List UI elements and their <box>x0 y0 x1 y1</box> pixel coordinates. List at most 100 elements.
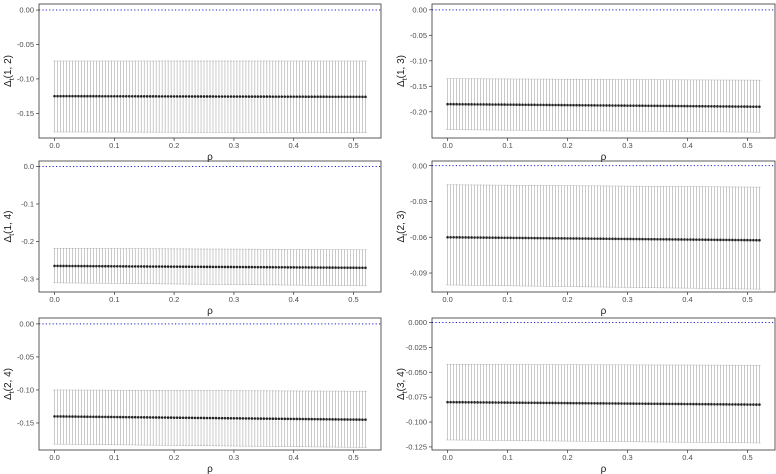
estimate-point <box>560 401 563 405</box>
estimate-point <box>515 236 518 240</box>
estimate-point <box>244 95 248 98</box>
estimate-point <box>602 104 605 107</box>
estimate-point <box>62 264 65 268</box>
estimate-point <box>572 103 575 107</box>
estimate-point <box>668 238 671 241</box>
estimate-point <box>581 401 584 405</box>
estimate-point <box>479 103 482 106</box>
y-axis-title-subscript: t <box>9 78 16 80</box>
estimate-point <box>710 402 713 406</box>
chart-panel: 0.0 0.1 0.2 0.3 0.4 0.5 0.00 -0.05 -0.10 -0.15 -0.… <box>396 3 776 163</box>
estimate-point <box>470 236 473 239</box>
estimate-point <box>220 95 224 98</box>
estimate-point <box>506 401 509 404</box>
estimate-point <box>286 266 290 269</box>
estimate-point <box>259 95 263 98</box>
estimate-point <box>563 237 566 240</box>
estimate-point <box>199 416 203 420</box>
estimate-point <box>139 265 143 268</box>
estimate-point <box>181 95 185 98</box>
estimate-point <box>488 103 491 106</box>
estimate-point <box>569 401 572 405</box>
estimate-point <box>578 237 581 240</box>
estimate-point <box>632 402 635 405</box>
estimate-point <box>707 238 710 242</box>
estimate-point <box>322 417 325 421</box>
estimate-point <box>226 95 230 98</box>
estimate-point <box>163 265 167 268</box>
estimate-point <box>253 265 257 269</box>
y-tick-label: -0.3 <box>21 275 34 284</box>
estimate-point <box>662 104 665 108</box>
x-axis-title: ρ <box>601 306 607 317</box>
estimate-point <box>175 265 179 268</box>
estimate-point <box>494 401 497 404</box>
estimate-point <box>542 401 545 405</box>
estimate-point <box>572 401 575 405</box>
estimate-point <box>503 236 506 240</box>
estimate-point <box>593 237 596 240</box>
estimate-point <box>110 94 113 98</box>
x-tick-label: 0.0 <box>442 141 452 150</box>
estimate-point <box>551 236 554 240</box>
estimate-point <box>755 403 758 406</box>
estimate-point <box>229 416 233 420</box>
estimate-point <box>674 238 677 241</box>
estimate-point <box>113 415 116 419</box>
estimate-point <box>271 95 275 98</box>
estimate-point <box>497 236 500 240</box>
y-axis-title-symbol: Δ <box>396 235 407 242</box>
estimate-point <box>482 401 485 404</box>
estimate-point <box>521 401 524 405</box>
estimate-point <box>455 102 458 106</box>
estimate-point <box>674 402 677 406</box>
estimate-point <box>274 417 278 421</box>
estimate-point <box>265 95 269 98</box>
estimate-point <box>304 95 307 98</box>
estimate-point <box>83 264 86 268</box>
estimate-point <box>752 238 755 242</box>
estimate-point <box>530 401 533 405</box>
estimate-point <box>635 104 638 107</box>
estimate-point <box>680 238 683 241</box>
estimate-point <box>578 401 581 405</box>
estimate-point <box>698 402 701 406</box>
estimate-point <box>509 236 512 240</box>
y-axis-title-symbol: Δ <box>3 80 14 87</box>
estimate-point <box>476 103 479 106</box>
y-tick-label: -0.100 <box>406 418 427 427</box>
estimate-point <box>274 265 278 269</box>
y-tick-label: 0.0 <box>24 162 34 171</box>
estimate-point <box>467 236 470 239</box>
estimate-point <box>566 103 569 107</box>
estimate-point <box>124 265 128 268</box>
estimate-point <box>346 95 349 99</box>
estimate-point <box>740 403 743 406</box>
estimate-point <box>71 264 74 268</box>
estimate-point <box>101 264 104 268</box>
y-axis-title-symbol: Δ <box>396 80 407 87</box>
estimate-point <box>449 235 452 239</box>
estimate-point <box>358 95 361 99</box>
estimate-point <box>686 238 689 241</box>
estimate-point <box>452 235 455 239</box>
estimate-point <box>599 237 602 241</box>
estimate-point <box>241 417 245 420</box>
x-tick-label: 0.4 <box>288 141 298 150</box>
estimate-point <box>734 238 737 242</box>
estimate-point <box>241 95 245 98</box>
estimate-point <box>752 403 755 406</box>
estimate-point <box>220 416 224 420</box>
estimate-point <box>59 94 62 98</box>
estimate-point <box>223 265 227 269</box>
estimate-point <box>512 236 515 240</box>
estimate-point <box>551 401 554 405</box>
estimate-point <box>575 401 578 405</box>
estimate-point <box>256 417 260 420</box>
estimate-point <box>122 94 125 98</box>
estimate-point <box>98 415 101 419</box>
estimate-point <box>181 265 185 268</box>
estimate-point <box>77 94 80 98</box>
estimate-point <box>343 266 346 269</box>
estimate-point <box>725 238 728 242</box>
